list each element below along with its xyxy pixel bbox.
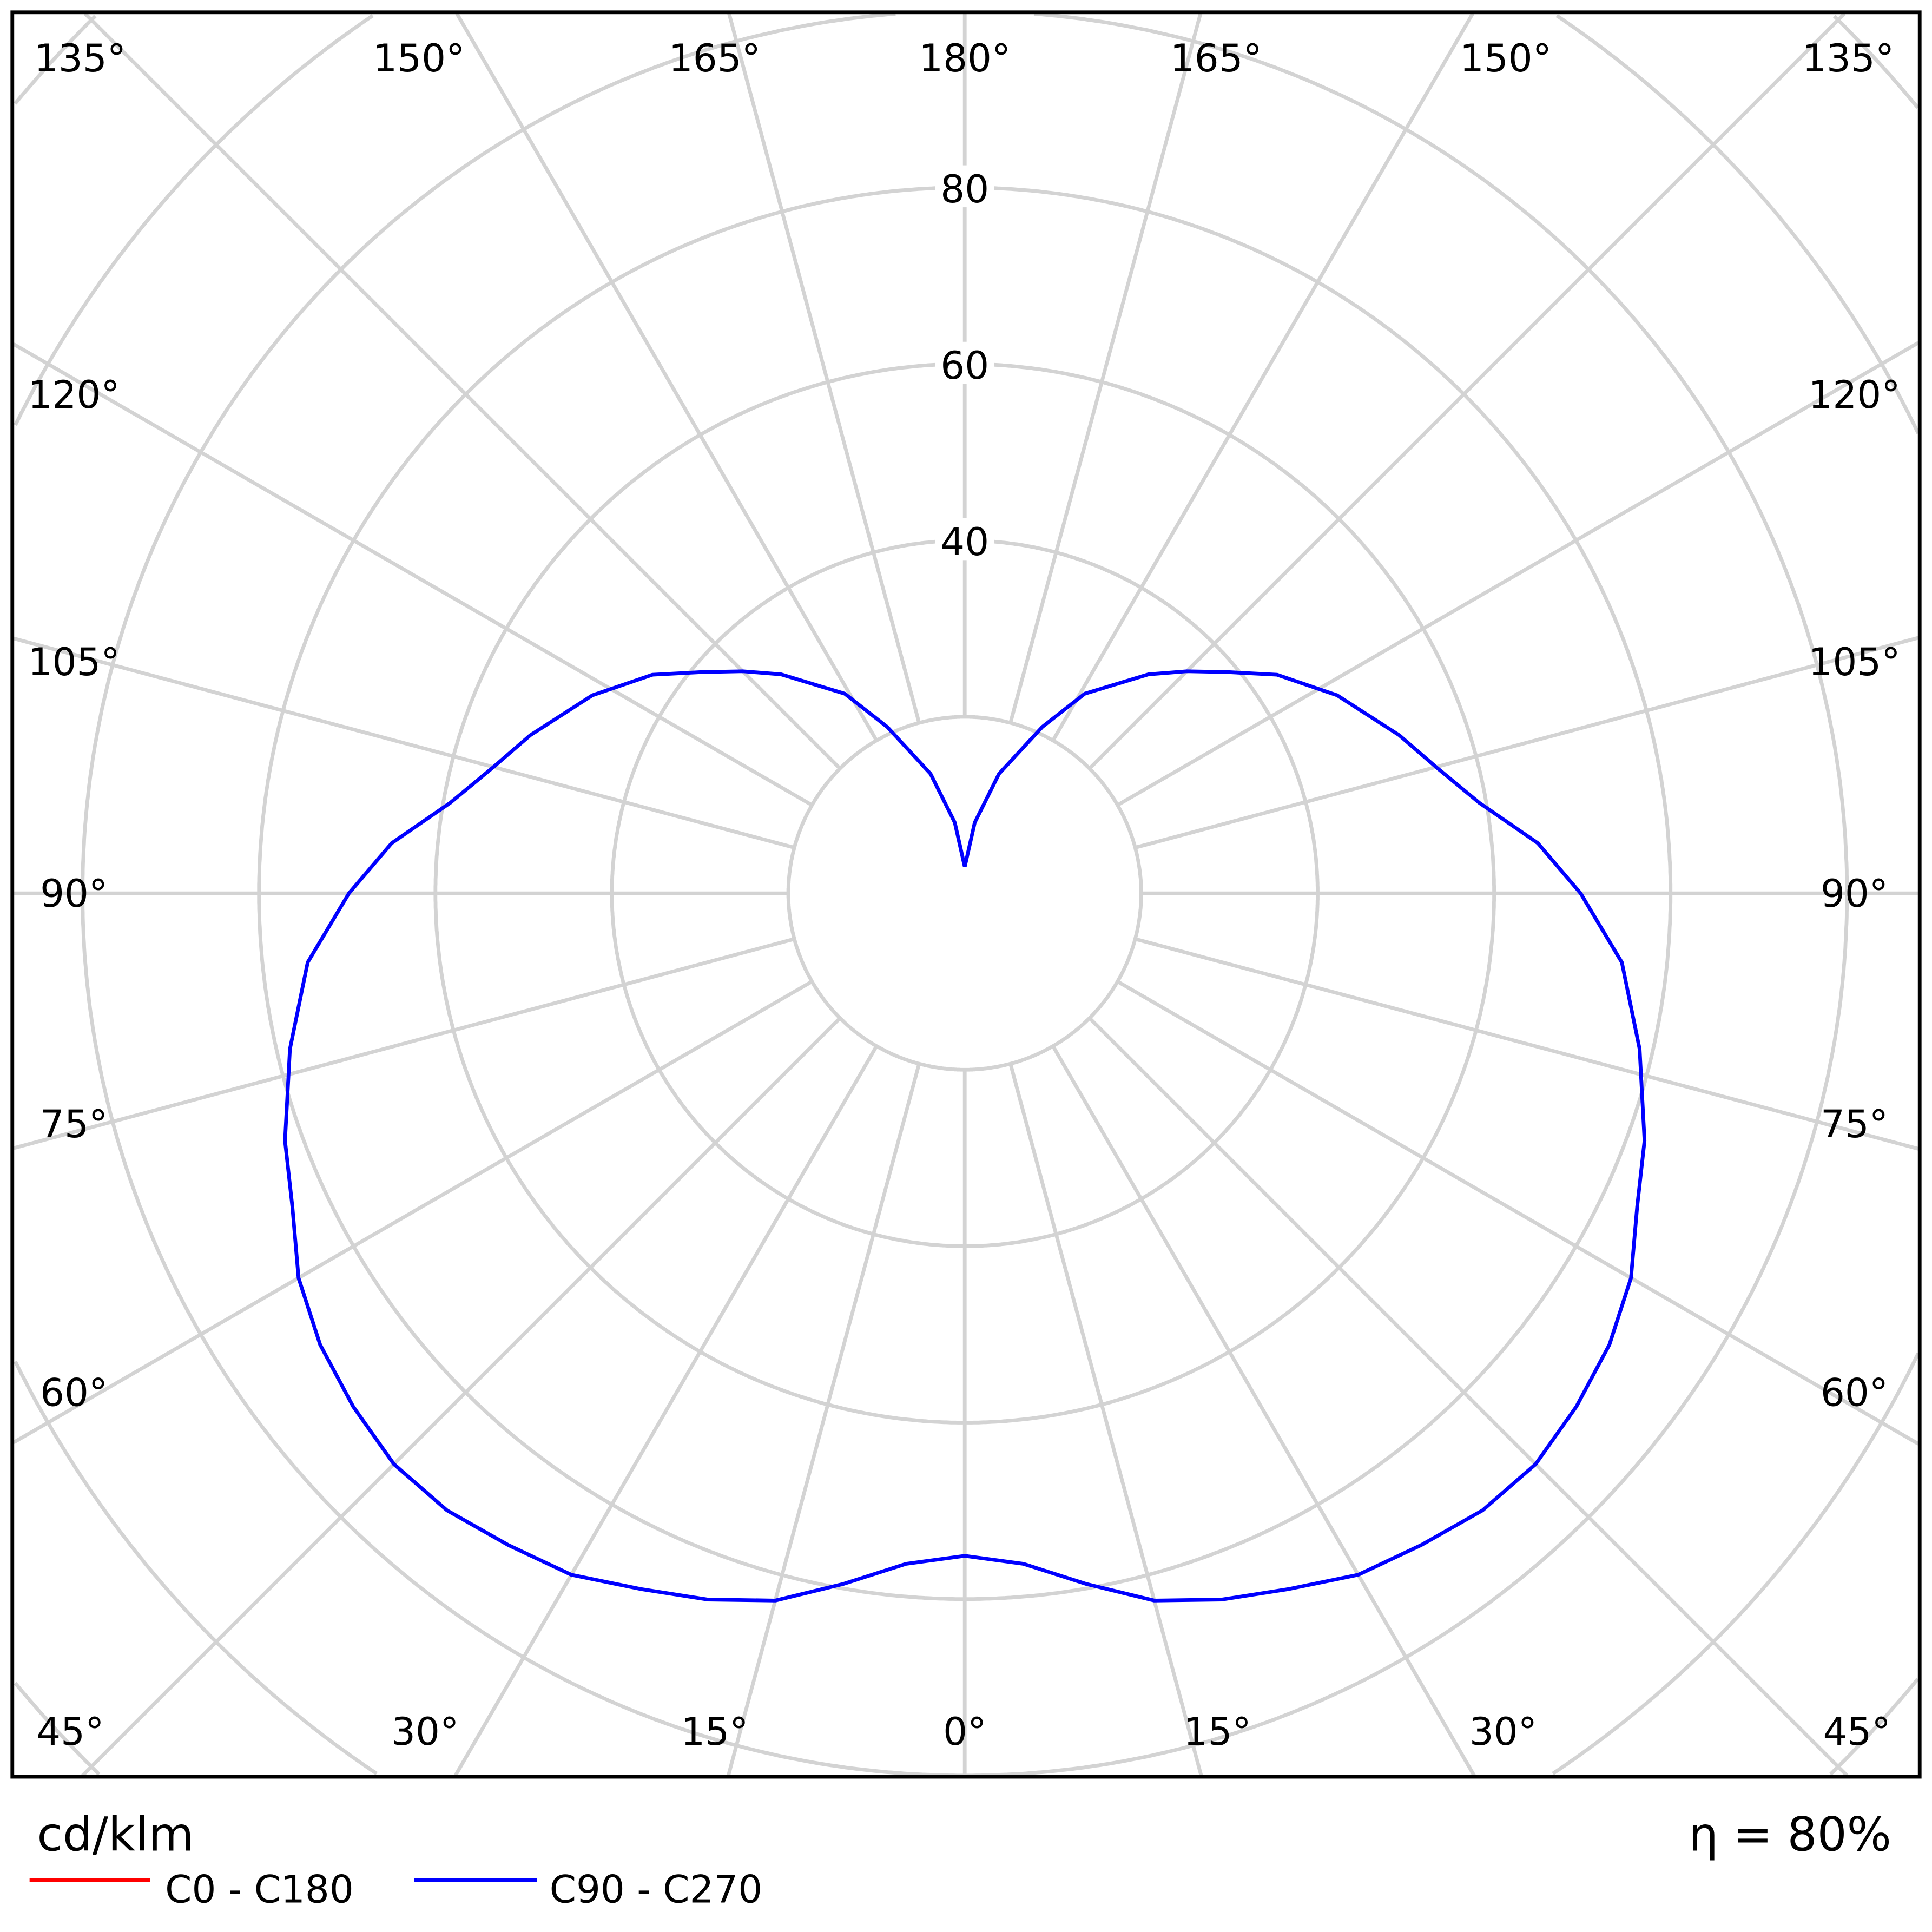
grid-spoke xyxy=(1116,341,1920,807)
angle-label-left: 90° xyxy=(40,871,108,916)
grid-ring xyxy=(14,15,1920,1776)
series-curve-c90-c270 xyxy=(283,669,1647,1603)
radial-label-bg xyxy=(935,518,994,561)
angle-label-right: 120° xyxy=(1808,372,1900,417)
angle-label-left: 105° xyxy=(28,639,120,684)
radial-label-bg xyxy=(935,165,994,208)
grid-spoke xyxy=(1008,13,1203,724)
grid-spoke xyxy=(13,636,795,850)
grid-spoke xyxy=(12,342,813,807)
grid-spoke xyxy=(1051,12,1474,742)
grid-ring xyxy=(257,186,1673,1601)
grid-ring xyxy=(14,14,1920,1775)
angle-label-top: 135° xyxy=(1802,36,1894,81)
angle-label-bottom: 15° xyxy=(681,1709,748,1754)
angle-label-bottom: 30° xyxy=(1469,1709,1537,1754)
angle-label-right: 105° xyxy=(1808,639,1900,684)
radial-tick-label: 40 xyxy=(940,519,989,564)
plot-frame xyxy=(10,10,1922,1779)
radial-tick-label: 80 xyxy=(940,167,989,212)
grid-spoke xyxy=(453,1045,879,1777)
angle-label-bottom: 30° xyxy=(391,1709,459,1754)
angle-label-bottom: 45° xyxy=(1823,1709,1891,1754)
grid-spoke xyxy=(81,1017,842,1777)
radial-label-bg xyxy=(935,341,994,384)
efficiency-label: η = 80% xyxy=(1689,1808,1891,1862)
angle-label-top: 165° xyxy=(1170,36,1262,81)
grid-spoke xyxy=(1116,980,1920,1446)
angle-label-left: 75° xyxy=(40,1102,108,1146)
angle-label-top: 165° xyxy=(669,36,761,81)
grid-spoke xyxy=(455,12,879,742)
polar-grid: 40 60 80 xyxy=(12,12,1920,1778)
angle-label-bottom: 15° xyxy=(1184,1709,1251,1754)
grid-ring xyxy=(433,362,1496,1425)
legend-label-c0-c180: C0 - C180 xyxy=(165,1867,354,1911)
grid-ring xyxy=(786,715,1143,1072)
angle-label-bottom: 45° xyxy=(36,1709,104,1754)
grid-spoke xyxy=(1135,636,1919,850)
legend: C0 - C180 C90 - C270 xyxy=(29,1867,763,1911)
grid-spoke xyxy=(726,1063,921,1776)
angle-label-right: 75° xyxy=(1821,1102,1888,1146)
angle-label-bottom: 0° xyxy=(943,1709,986,1754)
grid-ring xyxy=(610,538,1320,1248)
angle-label-left: 120° xyxy=(28,372,120,417)
axis-labels: 135° 150° 165° 180° 165° 150° 135° 45° 30° 15° 0° 1… xyxy=(28,36,1901,1754)
grid-spoke xyxy=(1051,1045,1476,1777)
radial-tick-label: 60 xyxy=(940,343,989,388)
angle-label-top: 150° xyxy=(373,36,465,81)
grid-spoke xyxy=(12,980,813,1445)
legend-label-c90-c270: C90 - C270 xyxy=(550,1867,763,1911)
grid-spoke xyxy=(1135,937,1919,1151)
grid-spoke xyxy=(13,937,795,1150)
angle-label-top: 135° xyxy=(34,36,126,81)
grid-ring xyxy=(81,12,1849,1778)
unit-label: cd/klm xyxy=(37,1808,194,1862)
angle-label-right: 90° xyxy=(1821,871,1888,916)
angle-label-right: 60° xyxy=(1821,1370,1888,1415)
grid-spoke xyxy=(1008,1063,1203,1776)
angle-label-top: 150° xyxy=(1460,36,1552,81)
grid-spoke xyxy=(727,13,921,724)
angle-label-left: 60° xyxy=(40,1370,108,1415)
curves xyxy=(283,669,1647,1603)
grid-spoke xyxy=(1088,1017,1849,1777)
angle-label-top: 180° xyxy=(919,36,1011,81)
